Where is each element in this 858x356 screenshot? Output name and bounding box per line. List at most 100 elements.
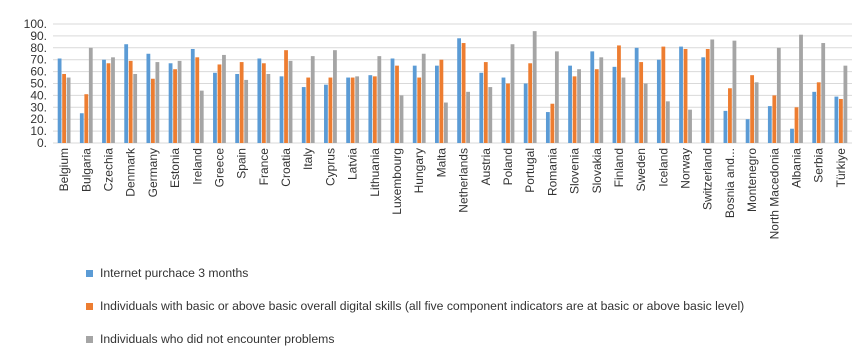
bar — [501, 77, 506, 143]
y-tick-label: 70. — [30, 53, 47, 67]
legend-item-internet-purchase: Internet purchace 3 months — [86, 266, 248, 280]
bar — [284, 50, 288, 143]
y-tick-label: 10. — [30, 124, 47, 138]
bar — [310, 56, 315, 143]
bar — [444, 102, 448, 143]
bar — [723, 110, 728, 143]
bar — [333, 50, 337, 143]
bar — [821, 43, 826, 143]
x-tick-label: Hungary — [412, 148, 426, 193]
bar — [199, 90, 204, 143]
bar — [523, 83, 528, 143]
bar — [705, 48, 710, 143]
x-tick-label: Ireland — [190, 148, 204, 185]
bar — [767, 106, 772, 143]
bar — [617, 45, 621, 143]
gridlines — [53, 23, 852, 144]
bar — [479, 72, 484, 143]
bar — [461, 43, 466, 143]
bar — [306, 77, 311, 143]
x-tick-label: Luxembourg — [390, 148, 404, 215]
bar — [235, 73, 240, 143]
x-tick-label: Albania — [790, 148, 804, 188]
x-tick-label: Latvia — [346, 148, 360, 180]
y-tick-label: 40. — [30, 88, 47, 102]
bar — [661, 46, 666, 143]
y-tick-label: 90. — [30, 29, 47, 43]
x-tick-label: Slovenia — [568, 148, 582, 194]
bar — [399, 95, 404, 143]
bar — [84, 94, 89, 143]
bar — [599, 57, 604, 143]
x-tick-label: Spain — [235, 148, 249, 179]
bar — [146, 53, 151, 143]
x-tick-label: Iceland — [656, 148, 670, 187]
bar — [812, 91, 817, 143]
bar — [372, 76, 377, 143]
bar — [168, 63, 173, 143]
legend-swatch-no-problems — [86, 335, 93, 343]
bar — [62, 73, 66, 143]
bar — [195, 57, 200, 143]
bar — [532, 31, 537, 143]
bar — [528, 63, 533, 143]
bar — [213, 72, 217, 143]
x-tick-label: France — [257, 148, 271, 186]
x-axis-tick-labels: Belgium Bulgaria Czechia Denmark Germany Esto… — [57, 147, 848, 239]
y-tick-label: 80. — [30, 41, 47, 55]
bar — [621, 77, 626, 143]
bar — [750, 75, 755, 143]
bar — [745, 119, 750, 143]
bar — [66, 77, 71, 143]
x-tick-label: Switzerland — [701, 148, 715, 210]
x-tick-label: Bulgaria — [79, 148, 93, 192]
bar — [57, 58, 62, 144]
bar — [133, 73, 138, 143]
bar — [466, 91, 470, 143]
bar — [155, 62, 160, 143]
x-tick-label: Belgium — [57, 148, 71, 191]
legend-swatch-internet-purchase — [86, 269, 93, 277]
bar — [545, 112, 550, 143]
x-tick-label: Sweden — [634, 148, 648, 191]
bar — [177, 60, 182, 143]
x-tick-label: Malta — [434, 148, 448, 178]
bar — [816, 82, 821, 143]
bar — [776, 47, 781, 143]
bar — [355, 76, 360, 143]
bar — [839, 98, 843, 143]
bar — [834, 96, 839, 143]
bar — [417, 77, 422, 143]
x-tick-label: Netherlands — [457, 148, 471, 213]
bar — [843, 65, 848, 143]
x-tick-label: Norway — [679, 148, 693, 189]
bars — [57, 31, 848, 144]
bar — [568, 65, 572, 143]
legend-item-digital-skills: Individuals with basic or above basic ov… — [86, 299, 744, 313]
bar — [732, 40, 737, 143]
x-tick-label: Germany — [146, 148, 160, 197]
y-tick-label: 100. — [24, 17, 47, 31]
x-tick-label: Croatia — [279, 148, 293, 187]
x-tick-label: Italy — [301, 148, 315, 170]
y-axis-tick-labels: 0.10.20.30.40.50.60.70.80.90.100. — [24, 17, 47, 150]
bar — [124, 44, 129, 144]
legend-label-internet-purchase: Internet purchace 3 months — [100, 266, 249, 280]
bar — [222, 54, 226, 143]
x-tick-label: North Macedonia — [767, 148, 781, 240]
bar — [390, 58, 395, 144]
bar — [279, 76, 284, 143]
bar — [728, 88, 732, 143]
bar — [799, 34, 803, 143]
bar — [173, 69, 177, 143]
bar — [190, 48, 195, 143]
bar — [288, 60, 293, 143]
x-tick-label: Slovakia — [590, 148, 604, 194]
x-tick-label: Austria — [479, 148, 493, 186]
x-tick-label: Poland — [501, 148, 515, 185]
bar — [128, 60, 133, 143]
bar — [150, 78, 155, 143]
bar — [754, 82, 759, 143]
